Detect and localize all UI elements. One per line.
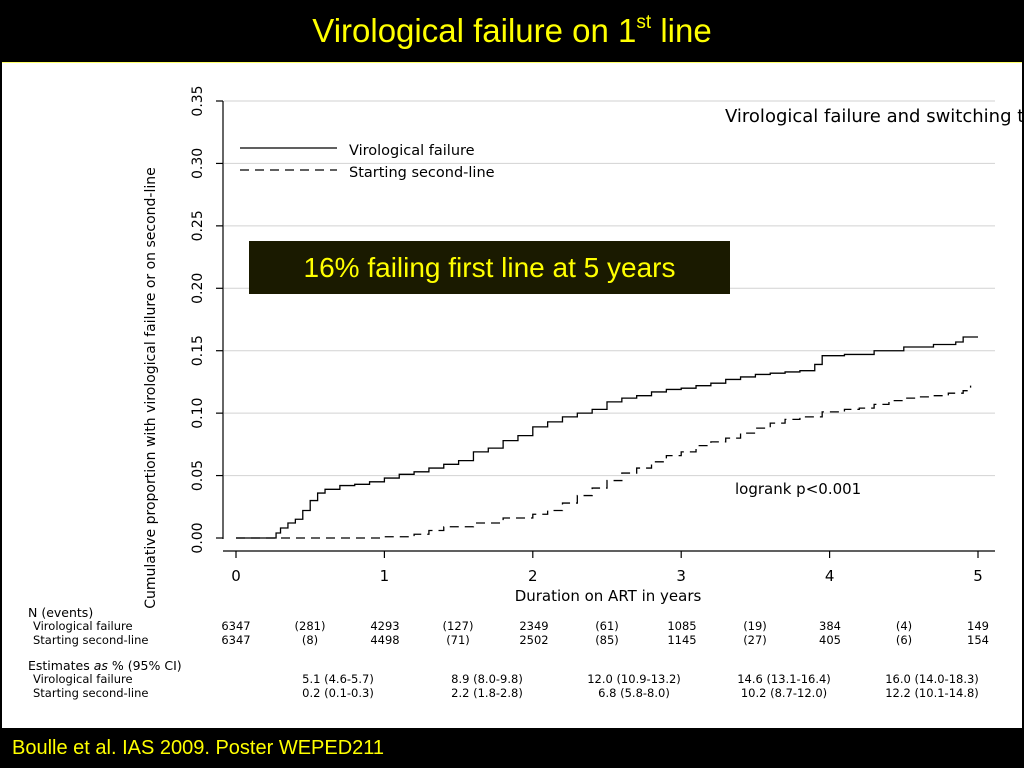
x-tick-label: 2 (528, 567, 538, 585)
estimates-header: Estimates as % (95% CI) (28, 658, 182, 673)
estimates-cell: 8.9 (8.0-9.8) (451, 672, 523, 686)
risk-table-cell: 1145 (667, 633, 696, 647)
y-tick-label: 0.35 (190, 85, 206, 116)
y-tick-label: 0.30 (190, 148, 206, 179)
estimates-row-label: Virological failure (33, 672, 133, 686)
estimates-cell: 0.2 (0.1-0.3) (302, 686, 374, 700)
chart-panel: 0.00 0.05 0.10 0.15 0.20 0.25 0.30 0.35 0 1 2 3 4 5 V… (2, 62, 1022, 729)
x-tick-label: 5 (973, 567, 983, 585)
axes-layer: 0.00 0.05 0.10 0.15 0.20 0.25 0.30 0.35 0 1 2 3 4 5 (190, 85, 995, 585)
estimates-cell: 14.6 (13.1-16.4) (737, 672, 831, 686)
x-axis-label: Duration on ART in years (515, 587, 702, 605)
estimates-cell: 2.2 (1.8-2.8) (451, 686, 523, 700)
risk-table-cell: 2349 (519, 619, 548, 633)
risk-table-header: N (events) (28, 605, 93, 620)
slide-title-bar: Virological failure on 1st line (0, 0, 1024, 62)
y-tick-label: 0.15 (190, 335, 206, 366)
estimates-header-post: % (95% CI) (108, 658, 182, 673)
x-tick-label: 0 (231, 567, 241, 585)
risk-table-cell: (8) (302, 633, 318, 647)
estimates-header-pre: Estimates (28, 658, 94, 673)
risk-table-cell: (6) (896, 633, 912, 647)
legend: Virological failure Starting second-line (240, 143, 495, 181)
risk-table-cell: (27) (743, 633, 767, 647)
risk-table-cell: (4) (896, 619, 912, 633)
y-axis-label: Cumulative proportion with virological f… (143, 167, 159, 609)
estimates-cell: 10.2 (8.7-12.0) (741, 686, 827, 700)
risk-table-cell: 405 (819, 633, 841, 647)
risk-table-cell: 6347 (221, 619, 250, 633)
footer-citation: Boulle et al. IAS 2009. Poster WEPED211 (0, 728, 1024, 768)
risk-table-cell: (61) (595, 619, 619, 633)
estimates-cell: 6.8 (5.8-8.0) (598, 686, 670, 700)
risk-table-row-label: Starting second-line (33, 633, 148, 647)
estimates-header-italic: as (94, 658, 109, 673)
risk-table: N (events)Virological failure 6347 (281) 42… (28, 605, 989, 700)
x-tick-label: 4 (825, 567, 835, 585)
series-layer (236, 336, 978, 539)
risk-table-cell: 4293 (370, 619, 399, 633)
callout-box: 16% failing first line at 5 years (249, 241, 730, 294)
series-line-virological-failure (236, 336, 978, 539)
estimates-cell: 16.0 (14.0-18.3) (885, 672, 979, 686)
risk-table-cell: 4498 (370, 633, 399, 647)
risk-table-cell: 384 (819, 619, 841, 633)
chart-title: Virological failure and switching to sec… (725, 106, 1022, 127)
series-line-starting-second-line (236, 385, 972, 539)
risk-table-cell: (281) (295, 619, 326, 633)
risk-table-cell: 154 (967, 633, 989, 647)
risk-table-cell: 6347 (221, 633, 250, 647)
estimates-cell: 12.2 (10.1-14.8) (885, 686, 979, 700)
risk-table-cell: 149 (967, 619, 989, 633)
risk-table-cell: (127) (443, 619, 474, 633)
estimates-row-label: Starting second-line (33, 686, 148, 700)
risk-table-cell: 2502 (519, 633, 548, 647)
risk-table-cell: 1085 (667, 619, 696, 633)
slide-title-end: line (651, 12, 712, 49)
slide-title-main: Virological failure on 1 (312, 12, 637, 49)
km-chart: 0.00 0.05 0.10 0.15 0.20 0.25 0.30 0.35 0 1 2 3 4 5 V… (28, 85, 1022, 700)
estimates-cell: 12.0 (10.9-13.2) (587, 672, 681, 686)
slide-title: Virological failure on 1st line (0, 0, 1024, 62)
risk-table-cell: (71) (446, 633, 470, 647)
y-tick-label: 0.25 (190, 210, 206, 241)
y-tick-label: 0.10 (190, 398, 206, 429)
y-tick-label: 0.20 (190, 273, 206, 304)
risk-table-cell: (19) (743, 619, 767, 633)
legend-label-virological-failure: Virological failure (349, 143, 475, 159)
slide-title-superscript: st (636, 12, 652, 33)
logrank-annotation: logrank p<0.001 (735, 480, 861, 498)
risk-table-row-label: Virological failure (33, 619, 133, 633)
x-tick-label: 1 (380, 567, 390, 585)
x-tick-label: 3 (676, 567, 686, 585)
y-tick-label: 0.00 (190, 522, 206, 553)
risk-table-cell: (85) (595, 633, 619, 647)
estimates-cell: 5.1 (4.6-5.7) (302, 672, 374, 686)
y-tick-label: 0.05 (190, 460, 206, 491)
legend-label-starting-second-line: Starting second-line (349, 165, 495, 181)
